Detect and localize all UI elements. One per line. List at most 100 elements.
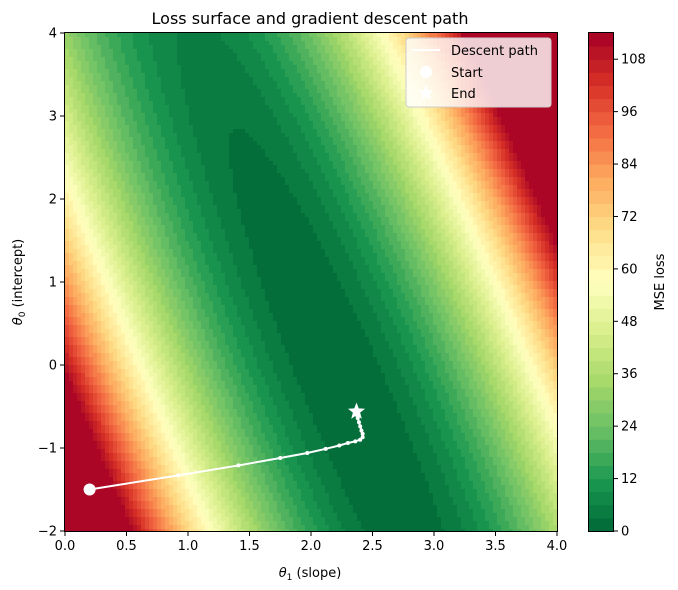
heatmap-cell [145,73,150,78]
heatmap-cell [345,37,350,42]
heatmap-cell [197,93,202,98]
heatmap-cell [149,161,154,166]
heatmap-cell [393,109,398,114]
heatmap-cell [269,185,274,190]
heatmap-cell [205,41,210,46]
heatmap-cell [269,173,274,178]
heatmap-cell [365,125,370,130]
heatmap-cell [341,141,346,146]
heatmap-cell [449,141,454,146]
heatmap-cell [205,145,210,150]
heatmap-cell [281,45,286,50]
heatmap-cell [425,109,430,114]
heatmap-cell [101,193,106,198]
heatmap-cell [257,129,262,134]
heatmap-cell [285,41,290,46]
heatmap-cell [249,33,254,38]
heatmap-cell [493,121,498,126]
heatmap-cell [377,169,382,174]
heatmap-cell [297,121,302,126]
heatmap-cell [329,177,334,182]
heatmap-cell [445,109,450,114]
heatmap-cell [445,117,450,122]
heatmap-cell [149,193,154,198]
heatmap-cell [105,57,110,62]
heatmap-cell [469,133,474,138]
heatmap-cell [473,173,478,178]
heatmap-cell [109,113,114,118]
heatmap-cell [185,49,190,54]
heatmap-cell [169,117,174,122]
heatmap-cell [225,173,230,178]
heatmap-cell [213,93,218,98]
heatmap-cell [457,121,462,126]
heatmap-cell [477,149,482,154]
heatmap-cell [257,169,262,174]
heatmap-cell [117,101,122,106]
heatmap-cell [349,165,354,170]
heatmap-cell [245,185,250,190]
heatmap-cell [65,149,70,154]
heatmap-cell [389,149,394,154]
heatmap-cell [309,33,314,38]
heatmap-cell [461,129,466,134]
heatmap-cell [125,33,130,38]
heatmap-cell [469,125,474,130]
heatmap-cell [201,173,206,178]
heatmap-cell [69,173,74,178]
heatmap-cell [357,97,362,102]
heatmap-cell [109,193,114,198]
heatmap-cell [217,193,222,198]
heatmap-cell [473,165,478,170]
heatmap-cell [493,169,498,174]
heatmap-cell [93,65,98,70]
heatmap-cell [153,105,158,110]
heatmap-cell [81,165,86,170]
heatmap-cell [297,153,302,158]
heatmap-cell [153,137,158,142]
heatmap-cell [209,85,214,90]
heatmap-cell [365,89,370,94]
heatmap-cell [533,189,538,194]
heatmap-cell [433,117,438,122]
heatmap-cell [361,69,366,74]
heatmap-cell [521,173,526,178]
heatmap-cell [313,137,318,142]
heatmap-cell [305,73,310,78]
heatmap-cell [285,65,290,70]
heatmap-cell [205,117,210,122]
heatmap-cell [73,153,78,158]
heatmap-cell [81,93,86,98]
heatmap-cell [241,53,246,58]
heatmap-cell [129,77,134,82]
heatmap-cell [489,177,494,182]
heatmap-cell [317,105,322,110]
heatmap-cell [401,153,406,158]
heatmap-cell [297,53,302,58]
heatmap-cell [261,113,266,118]
heatmap-cell [429,173,434,178]
heatmap-cell [97,37,102,42]
heatmap-cell [201,193,206,198]
heatmap-cell [453,121,458,126]
heatmap-cell [389,145,394,150]
heatmap-cell [533,161,538,166]
heatmap-cell [85,41,90,46]
heatmap-cell [329,41,334,46]
heatmap-cell [481,149,486,154]
heatmap-cell [149,117,154,122]
heatmap-cell [125,45,130,50]
heatmap-cell [533,113,538,118]
heatmap-cell [433,125,438,130]
heatmap-cell [413,117,418,122]
heatmap-cell [281,193,286,198]
heatmap-cell [85,161,90,166]
heatmap-cell [309,185,314,190]
heatmap-cell [193,61,198,66]
heatmap-cell [465,181,470,186]
heatmap-cell [73,137,78,142]
heatmap-cell [349,61,354,66]
heatmap-cell [405,129,410,134]
heatmap-cell [81,37,86,42]
heatmap-cell [117,69,122,74]
